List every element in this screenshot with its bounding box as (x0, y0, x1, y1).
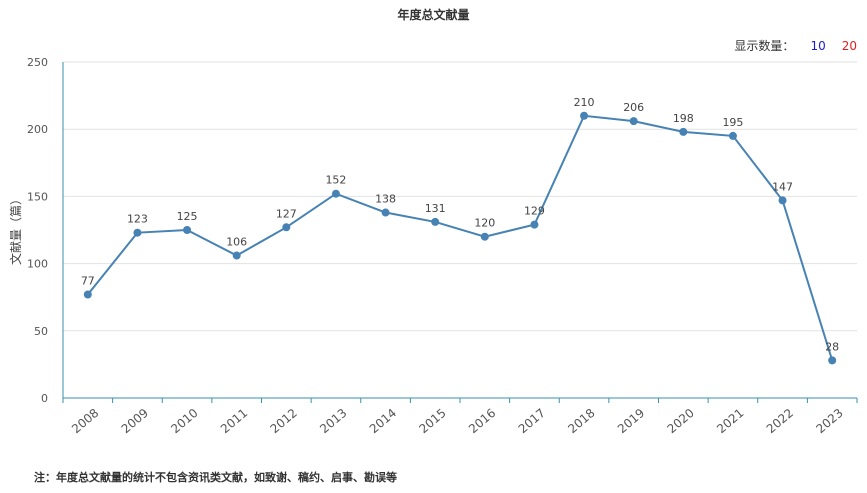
data-point[interactable] (629, 117, 638, 126)
chart-grid (63, 61, 857, 332)
data-label: 28 (825, 340, 839, 353)
data-points (83, 111, 837, 365)
data-label: 195 (722, 116, 743, 129)
y-tick-label: 250 (27, 56, 48, 69)
display-count-selector: 显示数量： 10 20 (734, 37, 857, 54)
x-tick-label: 2009 (119, 406, 151, 436)
data-point[interactable] (778, 196, 787, 205)
data-label: 131 (425, 202, 446, 215)
data-point[interactable] (679, 127, 688, 136)
y-tick-label: 0 (41, 392, 48, 405)
data-point[interactable] (183, 226, 192, 234)
x-tick-label: 2021 (714, 406, 746, 436)
y-tick-label: 100 (27, 258, 48, 271)
data-label: 127 (276, 207, 297, 220)
x-tick-label: 2014 (367, 406, 399, 436)
x-tick-label: 2022 (764, 406, 796, 436)
x-tick-label: 2010 (168, 406, 200, 436)
data-point[interactable] (282, 223, 291, 232)
data-label: 147 (772, 180, 793, 193)
y-axis-ticks: 0 50 100 150 200 250 (27, 56, 48, 405)
data-point[interactable] (580, 111, 589, 120)
footnote: 注：年度总文献量的统计不包含资讯类文献，如致谢、稿约、启事、勘误等 (34, 471, 397, 484)
data-point[interactable] (331, 189, 340, 198)
x-tick-label: 2011 (218, 406, 250, 436)
data-label: 210 (574, 96, 595, 109)
data-point[interactable] (728, 131, 737, 140)
data-point[interactable] (530, 220, 539, 229)
data-point[interactable] (232, 251, 241, 260)
x-tick-label: 2023 (813, 406, 845, 436)
x-axis-ticks: 2008 2009 2010 2011 2012 2013 2014 2015 2016 2017… (69, 406, 846, 436)
data-point[interactable] (381, 208, 390, 217)
chart-axes (62, 62, 858, 403)
x-tick-label: 2012 (268, 406, 300, 436)
y-tick-label: 150 (27, 190, 48, 203)
y-tick-label: 200 (27, 123, 48, 136)
x-tick-label: 2013 (317, 406, 349, 436)
display-count-option-20[interactable]: 20 (841, 38, 857, 53)
data-labels: 77 123 125 106 127 152 138 131 120 129 210 206 198 19… (81, 96, 839, 354)
display-count-label: 显示数量： (734, 39, 795, 53)
x-tick-label: 2017 (516, 406, 548, 436)
x-tick-label: 2019 (615, 406, 647, 436)
x-tick-label: 2018 (565, 406, 597, 436)
data-label: 129 (524, 205, 545, 218)
x-tick-label: 2016 (466, 406, 498, 436)
data-label: 77 (81, 275, 95, 288)
data-point[interactable] (133, 228, 142, 237)
y-tick-label: 50 (34, 325, 48, 338)
data-label: 138 (375, 193, 396, 206)
y-axis-label: 文献量（篇） (8, 193, 23, 265)
display-count-option-10[interactable]: 10 (810, 38, 826, 53)
data-label: 198 (673, 112, 694, 125)
x-tick-label: 2015 (416, 406, 448, 436)
data-point[interactable] (83, 290, 92, 299)
data-label: 106 (226, 236, 247, 249)
data-label: 123 (127, 213, 148, 226)
series-line (87, 114, 834, 361)
x-tick-label: 2008 (69, 406, 101, 436)
data-label: 125 (177, 210, 198, 223)
data-label: 152 (325, 174, 346, 187)
chart-title: 年度总文献量 (397, 8, 470, 22)
data-point[interactable] (480, 232, 489, 241)
data-point[interactable] (431, 217, 440, 226)
data-point[interactable] (828, 356, 837, 365)
data-label: 206 (623, 101, 644, 114)
data-label: 120 (474, 217, 495, 230)
x-tick-label: 2020 (665, 406, 697, 436)
